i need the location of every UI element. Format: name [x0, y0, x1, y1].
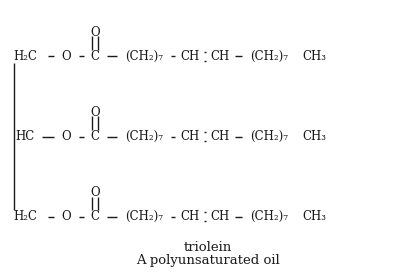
Text: A polyunsaturated oil: A polyunsaturated oil [136, 254, 280, 267]
Text: CH₃: CH₃ [303, 130, 327, 143]
Text: C: C [91, 130, 99, 143]
Text: CH: CH [210, 50, 230, 63]
Text: C: C [91, 50, 99, 63]
Text: CH: CH [210, 210, 230, 223]
Text: (CH₂)₇: (CH₂)₇ [125, 130, 163, 143]
Text: O: O [90, 26, 100, 39]
Text: triolein: triolein [184, 241, 232, 254]
Text: CH: CH [210, 130, 230, 143]
Text: (CH₂)₇: (CH₂)₇ [250, 130, 289, 143]
Text: CH₃: CH₃ [303, 210, 327, 223]
Text: (CH₂)₇: (CH₂)₇ [250, 210, 289, 223]
Text: O: O [62, 50, 71, 63]
Text: O: O [90, 186, 100, 199]
Text: H₂C: H₂C [13, 210, 37, 223]
Text: CH₃: CH₃ [303, 50, 327, 63]
Text: CH: CH [180, 130, 199, 143]
Text: CH: CH [180, 50, 199, 63]
Text: (CH₂)₇: (CH₂)₇ [250, 50, 289, 63]
Text: H₂C: H₂C [13, 50, 37, 63]
Text: HC: HC [16, 130, 35, 143]
Text: O: O [62, 130, 71, 143]
Text: (CH₂)₇: (CH₂)₇ [125, 50, 163, 63]
Text: C: C [91, 210, 99, 223]
Text: CH: CH [180, 210, 199, 223]
Text: O: O [90, 106, 100, 119]
Text: (CH₂)₇: (CH₂)₇ [125, 210, 163, 223]
Text: O: O [62, 210, 71, 223]
